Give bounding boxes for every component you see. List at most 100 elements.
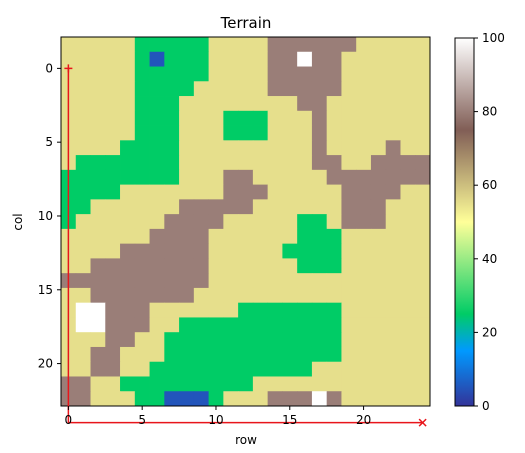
heatmap-cell [61, 51, 77, 67]
heatmap-cell [179, 125, 195, 141]
heatmap-cell [297, 346, 313, 363]
heatmap-cell [179, 361, 195, 377]
heatmap-cell [415, 184, 431, 200]
heatmap-cell [223, 125, 239, 141]
heatmap-cell [267, 51, 283, 67]
heatmap-cell [134, 66, 150, 82]
heatmap-cell [149, 66, 165, 82]
heatmap-cell [208, 228, 224, 245]
heatmap-cell [341, 346, 357, 363]
heatmap-cell [385, 184, 401, 200]
heatmap-cell [179, 376, 195, 392]
heatmap-cell [267, 228, 283, 245]
heatmap-cell [370, 199, 387, 215]
heatmap-cell [400, 140, 416, 156]
heatmap-cell [149, 287, 165, 304]
heatmap-cell [326, 37, 342, 53]
heatmap-cell [341, 37, 357, 53]
heatmap-cell [341, 228, 357, 245]
heatmap-cell [400, 169, 416, 185]
heatmap-cell [193, 258, 209, 274]
heatmap-cell [370, 214, 387, 230]
heatmap-cell [193, 110, 209, 126]
heatmap-cell [267, 317, 283, 333]
heatmap-cell [400, 391, 416, 407]
heatmap-cell [105, 96, 121, 112]
heatmap-cell [105, 243, 121, 259]
heatmap-cell [208, 96, 224, 112]
heatmap-cell [238, 214, 254, 230]
heatmap-cell [238, 287, 254, 304]
heatmap-cell [208, 155, 224, 171]
heatmap-cell [326, 273, 342, 289]
heatmap-cell [297, 214, 313, 230]
heatmap-cell [356, 243, 372, 259]
heatmap-cell [120, 302, 136, 318]
heatmap-cell [75, 155, 91, 171]
heatmap-cell [326, 332, 342, 348]
heatmap-cell [193, 243, 209, 259]
y-axis-ticks: 0 5 10 15 20 [38, 61, 61, 371]
heatmap-cell [326, 125, 342, 141]
heatmap-cell [149, 199, 165, 215]
heatmap-cell [326, 96, 342, 112]
heatmap-cell [370, 332, 387, 348]
heatmap-cell [208, 66, 224, 82]
heatmap-cell [90, 81, 106, 97]
heatmap-cell [134, 391, 150, 407]
heatmap-cell [415, 110, 431, 126]
heatmap-cell [356, 273, 372, 289]
heatmap-cell [149, 258, 165, 274]
heatmap-cell [105, 184, 121, 200]
heatmap-cell [267, 258, 283, 274]
heatmap-cell [149, 376, 165, 392]
heatmap-cell [282, 258, 298, 274]
heatmap-cell [385, 317, 401, 333]
heatmap-cell [75, 199, 91, 215]
heatmap-cell [90, 243, 106, 259]
heatmap-cell [90, 169, 106, 185]
heatmap-cell [311, 125, 328, 141]
heatmap-cell [149, 346, 165, 363]
heatmap-cell [311, 346, 328, 363]
heatmap-cell [415, 155, 431, 171]
heatmap-cell [385, 81, 401, 97]
heatmap-cell [75, 110, 91, 126]
heatmap-cell [90, 184, 106, 200]
heatmap-cell [193, 214, 209, 230]
heatmap-cell [223, 228, 239, 245]
heatmap-cell [149, 214, 165, 230]
heatmap-cell [311, 228, 328, 245]
heatmap-cell [252, 317, 269, 333]
heatmap-cell [415, 66, 431, 82]
heatmap-cell [223, 66, 239, 82]
heatmap-cell [415, 125, 431, 141]
heatmap-cell [311, 199, 328, 215]
heatmap-cell [208, 184, 224, 200]
heatmap-cell [120, 391, 136, 407]
heatmap-cell [311, 66, 328, 82]
heatmap-cell [179, 346, 195, 363]
heatmap-cell [120, 273, 136, 289]
heatmap-cell [238, 66, 254, 82]
heatmap-cell [105, 155, 121, 171]
heatmap-cell [223, 376, 239, 392]
heatmap-cell [341, 81, 357, 97]
heatmap-cell [267, 155, 283, 171]
colorbar-tick-label: 60 [482, 178, 497, 192]
heatmap-cell [149, 51, 165, 67]
heatmap-cell [75, 346, 91, 363]
heatmap-cell [400, 110, 416, 126]
heatmap-cell [193, 228, 209, 245]
heatmap-cell [238, 96, 254, 112]
heatmap-cell [134, 317, 150, 333]
heatmap-cell [164, 214, 180, 230]
heatmap-cell [179, 273, 195, 289]
heatmap-cell [164, 302, 180, 318]
heatmap-cell [193, 125, 209, 141]
heatmap-cell [223, 302, 239, 318]
heatmap-cell [164, 110, 180, 126]
heatmap-cell [311, 317, 328, 333]
heatmap-cell [400, 81, 416, 97]
heatmap-cell [238, 51, 254, 67]
